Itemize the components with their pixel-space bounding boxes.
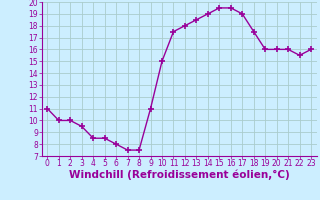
X-axis label: Windchill (Refroidissement éolien,°C): Windchill (Refroidissement éolien,°C) bbox=[69, 170, 290, 180]
